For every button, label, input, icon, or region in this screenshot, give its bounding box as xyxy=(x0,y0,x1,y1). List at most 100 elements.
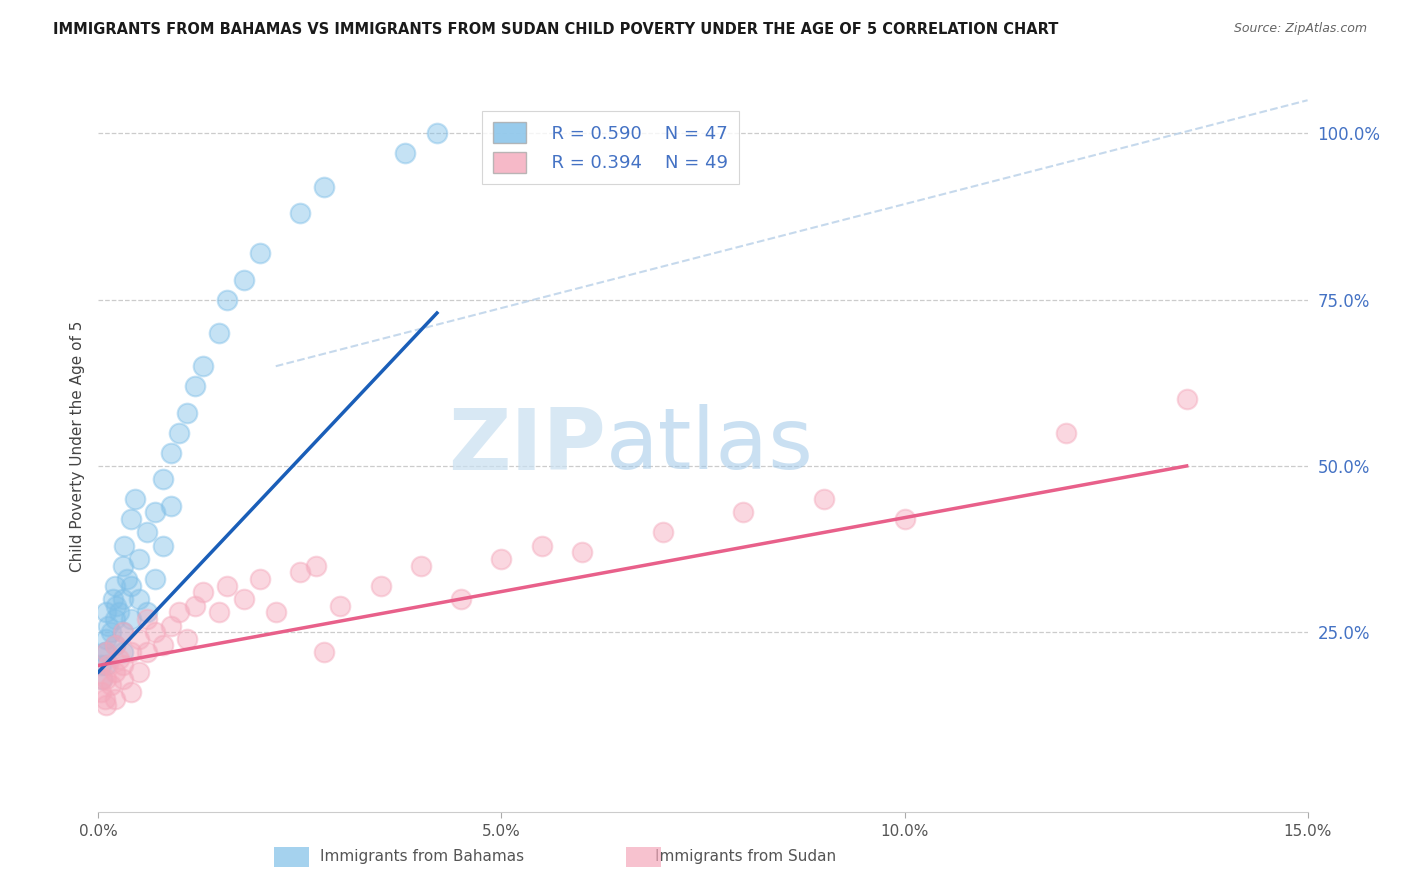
Point xyxy=(160,618,183,632)
Point xyxy=(103,639,125,653)
Point xyxy=(232,591,254,606)
Point xyxy=(105,599,128,613)
Point xyxy=(96,645,118,659)
Point xyxy=(249,572,271,586)
Point xyxy=(160,499,183,513)
Point xyxy=(128,632,150,646)
Point xyxy=(111,558,134,573)
Point xyxy=(426,127,449,141)
Text: ZIP: ZIP xyxy=(449,404,606,488)
Point xyxy=(120,612,142,626)
Point xyxy=(143,625,166,640)
Point xyxy=(651,525,673,540)
Point xyxy=(305,558,328,573)
Point xyxy=(143,572,166,586)
Point xyxy=(1175,392,1198,407)
Point xyxy=(100,625,122,640)
Point xyxy=(184,599,207,613)
Point xyxy=(733,506,755,520)
Text: IMMIGRANTS FROM BAHAMAS VS IMMIGRANTS FROM SUDAN CHILD POVERTY UNDER THE AGE OF : IMMIGRANTS FROM BAHAMAS VS IMMIGRANTS FR… xyxy=(53,22,1059,37)
Point xyxy=(103,579,125,593)
Point xyxy=(135,612,157,626)
Point xyxy=(288,566,311,580)
Point xyxy=(94,691,117,706)
Point xyxy=(813,492,835,507)
Point xyxy=(97,618,120,632)
Point xyxy=(124,492,146,507)
Point xyxy=(491,552,513,566)
Point xyxy=(176,632,198,646)
Point xyxy=(394,146,416,161)
Point xyxy=(160,445,183,459)
Point xyxy=(91,672,114,686)
Point xyxy=(111,672,134,686)
Point xyxy=(135,645,157,659)
Point xyxy=(217,293,239,307)
Point xyxy=(101,591,124,606)
Point xyxy=(184,379,207,393)
Point xyxy=(103,639,125,653)
Point xyxy=(288,206,311,220)
Point xyxy=(208,605,231,619)
Point xyxy=(128,591,150,606)
Point xyxy=(208,326,231,340)
Point xyxy=(893,512,915,526)
Point xyxy=(329,599,352,613)
Point xyxy=(97,658,120,673)
Point xyxy=(96,698,118,713)
Point xyxy=(128,552,150,566)
Point xyxy=(264,605,287,619)
Point xyxy=(143,506,166,520)
Point xyxy=(450,591,472,606)
Point xyxy=(103,612,125,626)
Point xyxy=(232,273,254,287)
Text: atlas: atlas xyxy=(606,404,814,488)
Point xyxy=(103,691,125,706)
Point xyxy=(1054,425,1077,440)
Point xyxy=(103,665,125,679)
Point xyxy=(314,645,336,659)
Point xyxy=(115,572,138,586)
Y-axis label: Child Poverty Under the Age of 5: Child Poverty Under the Age of 5 xyxy=(69,320,84,572)
Point xyxy=(96,672,118,686)
Point xyxy=(120,645,142,659)
Point xyxy=(135,525,157,540)
Point xyxy=(152,639,174,653)
Point xyxy=(409,558,432,573)
Point xyxy=(111,658,134,673)
Point xyxy=(96,645,118,659)
Text: Immigrants from Bahamas: Immigrants from Bahamas xyxy=(319,849,524,863)
Point xyxy=(217,579,239,593)
Text: Immigrants from Sudan: Immigrants from Sudan xyxy=(655,849,835,863)
Point xyxy=(176,406,198,420)
Point xyxy=(152,472,174,486)
Point xyxy=(112,539,135,553)
Point xyxy=(96,632,118,646)
Point xyxy=(152,539,174,553)
Point xyxy=(128,665,150,679)
Point xyxy=(90,685,112,699)
Point xyxy=(91,672,114,686)
Point xyxy=(120,579,142,593)
Text: Source: ZipAtlas.com: Source: ZipAtlas.com xyxy=(1233,22,1367,36)
Point xyxy=(370,579,392,593)
Point xyxy=(530,539,553,553)
Point xyxy=(135,605,157,619)
Point xyxy=(111,625,134,640)
Point xyxy=(167,605,190,619)
Point xyxy=(111,645,134,659)
Point xyxy=(107,605,129,619)
Point xyxy=(571,545,593,559)
Point xyxy=(193,585,215,599)
Point xyxy=(120,685,142,699)
Point xyxy=(193,359,215,374)
Point xyxy=(167,425,190,440)
Point xyxy=(111,625,134,640)
Point xyxy=(111,591,134,606)
Point xyxy=(100,678,122,692)
Point xyxy=(120,512,142,526)
Point xyxy=(107,652,129,666)
Point xyxy=(94,645,117,659)
Legend:   R = 0.590    N = 47,   R = 0.394    N = 49: R = 0.590 N = 47, R = 0.394 N = 49 xyxy=(482,112,740,184)
Point xyxy=(90,658,112,673)
